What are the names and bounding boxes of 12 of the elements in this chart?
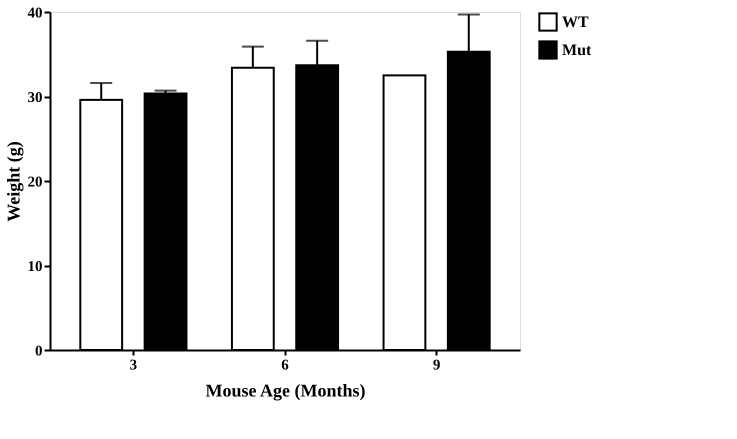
- legend-label: Mut: [562, 42, 592, 59]
- y-tick-label: 10: [28, 259, 42, 275]
- x-axis-title: Mouse Age (Months): [206, 380, 366, 400]
- y-tick-label: 0: [35, 344, 42, 360]
- y-tick-label: 40: [28, 6, 42, 22]
- y-tick-label: 20: [28, 174, 42, 190]
- x-tick-label: 6: [281, 358, 290, 374]
- legend-label: WT: [562, 14, 589, 31]
- x-tick-label: 3: [130, 358, 138, 374]
- y-tick-label: 30: [28, 90, 42, 106]
- y-axis-title: Weight (g): [4, 141, 24, 222]
- x-tick-label: 9: [432, 358, 440, 374]
